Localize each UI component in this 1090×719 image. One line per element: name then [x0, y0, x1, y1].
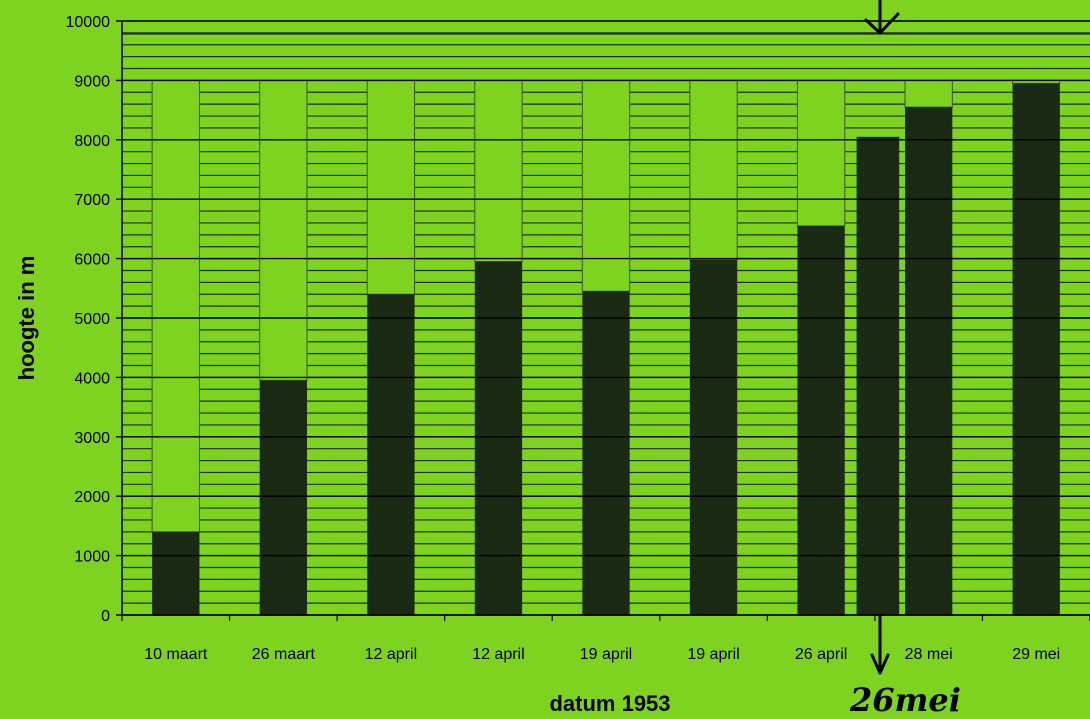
x-tick-label: 19 april [687, 646, 739, 663]
capacity-bar [474, 79, 523, 263]
x-tick-label: 12 april [472, 646, 524, 663]
y-tick-label: 9000 [74, 73, 110, 90]
y-tick-label: 5000 [74, 311, 110, 328]
axes [116, 20, 1090, 621]
y-tick-label: 2000 [74, 489, 110, 506]
y-tick-label: 6000 [74, 252, 110, 269]
capacity-bar [689, 79, 738, 261]
bar [797, 225, 845, 615]
x-tick-label: 26 maart [252, 646, 316, 663]
x-tick-label: 28 mei [905, 646, 953, 663]
capacity-bars [151, 79, 1061, 533]
bar [1012, 83, 1060, 616]
bottom-arrow [870, 614, 890, 675]
y-tick-label: 7000 [74, 192, 110, 209]
annotation-arrows [864, 0, 900, 675]
x-tick-label: 29 mei [1012, 646, 1060, 663]
x-axis-title: datum 1953 [549, 691, 670, 716]
x-tick-label: 26 april [795, 646, 847, 663]
y-axis-title: hoogte in m [14, 256, 39, 381]
y-tick-label: 10000 [66, 14, 111, 31]
bar [152, 531, 200, 615]
bar [259, 380, 307, 615]
capacity-bar [259, 79, 308, 381]
capacity-bar [581, 79, 631, 292]
x-tick-label: 12 april [365, 646, 417, 663]
y-tick-label: 4000 [74, 370, 110, 387]
bar [474, 261, 523, 615]
y-tick-label: 8000 [74, 133, 110, 150]
y-tick-label: 1000 [74, 549, 110, 566]
capacity-bar [151, 79, 200, 533]
bar [367, 294, 415, 615]
bar [856, 136, 900, 615]
capacity-bar [796, 79, 846, 227]
data-bars [152, 83, 1060, 616]
annotation-text: 26mei [849, 681, 961, 719]
x-tick-label: 19 april [580, 646, 632, 663]
y-tick-labels: 0 1000 2000 3000 4000 5000 6000 7000 8000 9000 100… [66, 14, 111, 625]
capacity-bar [904, 79, 953, 108]
y-tick-label: 3000 [74, 430, 110, 447]
top-arrow [864, 0, 900, 35]
bar [582, 291, 630, 615]
capacity-bar [366, 79, 416, 295]
y-tick-label: 0 [101, 608, 110, 625]
bar [905, 107, 953, 615]
x-tick-labels: 10 maart 26 maart 12 april 12 april 19 april… [144, 646, 1060, 663]
x-tick-label: 10 maart [144, 646, 208, 663]
